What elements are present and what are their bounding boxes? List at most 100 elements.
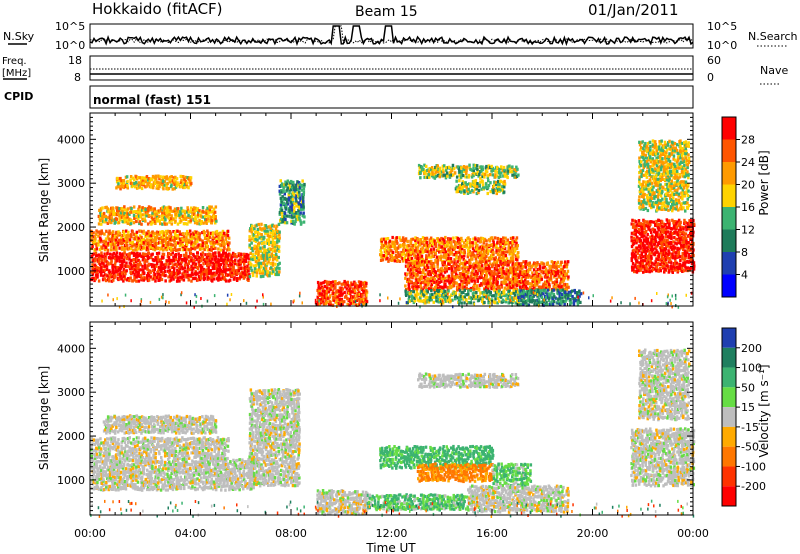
heatmap-cell [417,259,421,263]
heatmap-cell [164,265,167,269]
heatmap-cell [188,229,192,233]
heatmap-cell [434,270,438,274]
heatmap-cell [280,206,283,210]
heatmap-cell [518,282,521,286]
heatmap-cell [515,241,518,245]
heatmap-cell [473,287,476,291]
heatmap-cell [204,217,207,221]
heatmap-cell [167,275,170,279]
heatmap-cell [419,252,422,256]
heatmap-cell [533,283,537,287]
heatmap-cell [643,250,646,254]
heatmap-cell [646,254,649,258]
heatmap-cell [176,234,179,238]
heatmap-cell [511,247,514,251]
heatmap-cell [460,261,463,266]
heatmap-cell [486,185,490,190]
heatmap-cell [156,269,160,273]
heatmap-cell [192,208,195,212]
heatmap-cell [138,254,141,258]
heatmap-cell [570,301,573,305]
heatmap-cell [475,260,478,265]
heatmap-cell [142,229,145,233]
heatmap-cell [412,271,415,275]
heatmap-cell [500,165,503,169]
heatmap-cell [495,249,498,253]
heatmap-cell [477,264,480,268]
heatmap-cell [346,280,350,284]
heatmap-cell [467,270,470,275]
heatmap-cell [262,235,266,239]
heatmap-cell [448,298,451,302]
heatmap-cell [384,237,388,241]
heatmap-cell [499,267,502,271]
heatmap-cell [91,276,94,280]
heatmap-cell [502,241,505,246]
heatmap-cell [145,238,149,242]
heatmap-cell [506,293,509,297]
heatmap-cell [101,212,104,216]
heatmap-cell [322,299,325,303]
heatmap-cell [166,231,169,236]
heatmap-cell [323,295,327,300]
heatmap-cell [552,299,556,304]
heatmap-cell [161,230,164,234]
heatmap-cell [455,179,458,183]
heatmap-cell [649,228,652,232]
heatmap-cell [169,231,172,235]
heatmap-cell [248,275,252,279]
heatmap-cell [489,290,492,295]
heatmap-cell [302,202,305,206]
heatmap-cell [210,248,213,252]
heatmap-cell [153,235,157,240]
heatmap-cell [424,169,427,173]
heatmap-cell [135,244,138,248]
heatmap-cell [135,230,139,234]
heatmap-cell [431,263,434,267]
heatmap-cell [232,251,235,255]
heatmap-cell [267,225,270,229]
heatmap-cell [117,220,121,225]
heatmap-cell [547,282,551,287]
heatmap-cell [168,271,171,275]
heatmap-cell [574,297,577,301]
heatmap-cell [487,243,491,247]
heatmap-cell [454,291,458,295]
heatmap-cell [146,267,149,271]
heatmap-cell [251,224,254,228]
heatmap-cell [492,294,496,298]
heatmap-cell [219,263,223,267]
heatmap-cell [152,247,155,251]
heatmap-cell [507,301,510,305]
heatmap-cell [486,252,490,256]
heatmap-cell [108,231,112,235]
heatmap-cell [247,276,250,281]
heatmap-cell [136,262,139,267]
heatmap-cell [485,185,488,189]
heatmap-cell [419,170,422,175]
heatmap-cell [412,259,415,263]
heatmap-cell [172,263,175,267]
heatmap-cell [283,215,286,219]
heatmap-cell [229,261,232,265]
heatmap-cell [476,172,479,176]
heatmap-cell [132,232,136,236]
heatmap-cell [550,300,553,304]
heatmap-cell [197,243,200,247]
heatmap-cell [634,239,637,243]
heatmap-cell [354,282,357,286]
heatmap-cell [485,164,488,169]
heatmap-cell [231,274,234,278]
heatmap-cell [154,276,157,280]
heatmap-cell [135,258,139,262]
heatmap-cell [260,254,263,258]
heatmap-cell [190,246,193,250]
heatmap-cell [246,264,249,268]
heatmap-cell [651,251,654,255]
heatmap-cell [434,170,437,174]
heatmap-cell [400,250,403,255]
heatmap-cell [429,293,432,297]
heatmap-cell [416,298,420,302]
heatmap-cell [217,247,220,251]
